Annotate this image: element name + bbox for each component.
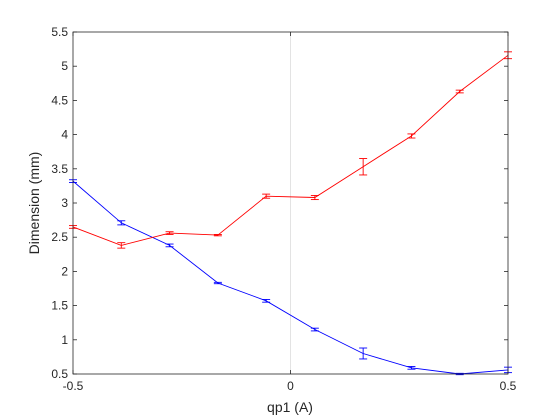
- error-bar: [165, 231, 174, 235]
- error-bar: [165, 243, 174, 248]
- y-tick-label: 0.5: [51, 367, 68, 381]
- error-bar: [262, 298, 271, 303]
- series-line: [72, 180, 509, 375]
- y-tick-label: 4.5: [51, 93, 68, 107]
- y-tick-label: 5.5: [51, 25, 68, 39]
- error-bar: [407, 133, 416, 139]
- y-tick-label: 3: [61, 196, 68, 210]
- error-bar: [455, 89, 464, 94]
- error-bar: [359, 347, 368, 360]
- x-tick-label: 0: [287, 379, 294, 393]
- error-bar: [310, 195, 319, 201]
- error-bar: [407, 366, 416, 370]
- y-axis-label: Dimension (mm): [26, 152, 42, 255]
- series-2: [69, 51, 512, 249]
- series-1: [69, 179, 512, 376]
- y-tick-label: 2: [61, 264, 68, 278]
- series-layer: [69, 51, 512, 376]
- error-bar: [359, 158, 368, 176]
- series-line: [72, 54, 509, 246]
- x-tick-label: -0.5: [63, 379, 84, 393]
- y-tick-label: 2.5: [51, 230, 68, 244]
- error-bar: [310, 327, 319, 332]
- error-bar: [262, 193, 271, 199]
- error-bar: [213, 234, 222, 237]
- y-tick-label: 1: [61, 333, 68, 347]
- error-bar: [213, 281, 222, 285]
- x-axis-label: qp1 (A): [267, 399, 313, 415]
- error-bar: [117, 220, 126, 226]
- y-tick-label: 4: [61, 128, 68, 142]
- tick-layer: -0.5 0 0.5 0.5 1 1.5 2 2.5 3 3.5 4 4.5 5 5.5: [51, 25, 516, 393]
- y-tick-label: 5: [61, 59, 68, 73]
- error-bar: [117, 242, 126, 249]
- x-tick-label: 0.5: [500, 379, 517, 393]
- y-tick-label: 3.5: [51, 162, 68, 176]
- y-tick-label: 1.5: [51, 299, 68, 313]
